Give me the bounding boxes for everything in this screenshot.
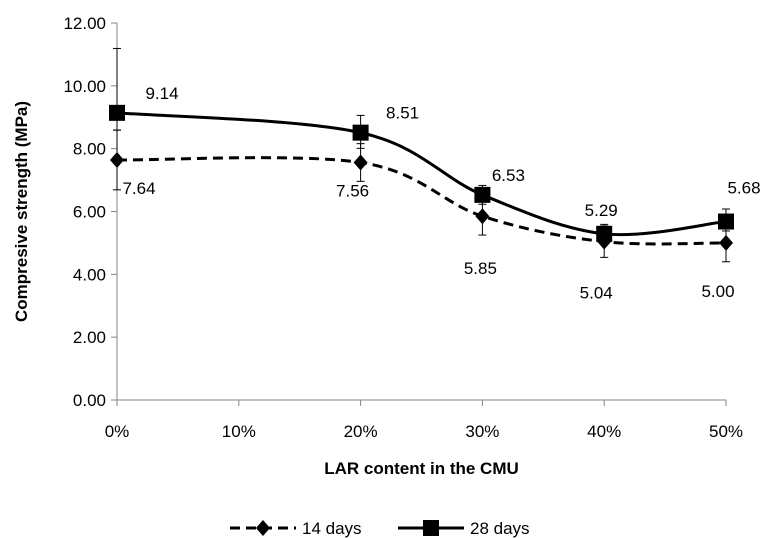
data-point xyxy=(474,186,491,203)
series-14-days xyxy=(110,129,733,263)
x-tick-label: 40% xyxy=(587,422,621,441)
data-point xyxy=(475,208,490,225)
data-point xyxy=(110,151,124,168)
legend-item: 28 days xyxy=(398,519,530,538)
data-label: 5.68 xyxy=(727,179,760,198)
y-tick-label: 12.00 xyxy=(63,14,106,33)
data-point xyxy=(719,234,733,251)
data-label: 9.14 xyxy=(145,84,178,103)
data-point xyxy=(718,213,734,230)
series-line xyxy=(116,156,727,246)
y-tick-label: 8.00 xyxy=(73,140,106,159)
legend-item: 14 days xyxy=(230,519,362,538)
data-label: 5.00 xyxy=(701,282,734,301)
y-tick-label: 0.00 xyxy=(73,391,106,410)
legend-marker xyxy=(423,520,439,536)
x-tick-label: 30% xyxy=(465,422,499,441)
y-tick-label: 2.00 xyxy=(73,328,106,347)
x-tick-label: 10% xyxy=(222,422,256,441)
legend-label: 14 days xyxy=(302,519,362,538)
legend: 14 days 28 days xyxy=(230,519,530,538)
data-point xyxy=(352,124,369,141)
data-point xyxy=(109,104,125,121)
series-layer xyxy=(109,47,734,263)
data-label: 7.56 xyxy=(336,181,369,200)
data-label: 5.85 xyxy=(464,259,497,278)
data-label: 7.64 xyxy=(122,179,155,198)
data-labels: 7.64 7.56 5.85 5.04 5.00 9.14 8.51 6.53 5.29 5.68 xyxy=(122,84,760,303)
y-tick-label: 4.00 xyxy=(73,265,106,284)
y-tick-label: 6.00 xyxy=(73,203,106,222)
x-tick-label: 50% xyxy=(709,422,743,441)
y-tick-label: 10.00 xyxy=(63,77,106,96)
series-line xyxy=(116,111,727,237)
data-point xyxy=(596,225,613,242)
legend-marker xyxy=(256,520,270,536)
axes: 0.00 2.00 4.00 6.00 8.00 10.00 12.00 0% 10% 20% 30… xyxy=(63,14,743,441)
x-tick-label: 20% xyxy=(344,422,378,441)
data-point xyxy=(353,154,368,171)
data-label: 5.04 xyxy=(580,284,613,303)
x-tick-label: 0% xyxy=(105,422,130,441)
y-axis-title: Compresive strength (MPa) xyxy=(12,101,31,322)
data-label: 5.29 xyxy=(585,201,618,220)
series-28-days xyxy=(109,47,734,244)
data-label: 8.51 xyxy=(386,104,419,123)
data-label: 6.53 xyxy=(492,166,525,185)
x-axis-title: LAR content in the CMU xyxy=(324,459,519,478)
legend-label: 28 days xyxy=(470,519,530,538)
